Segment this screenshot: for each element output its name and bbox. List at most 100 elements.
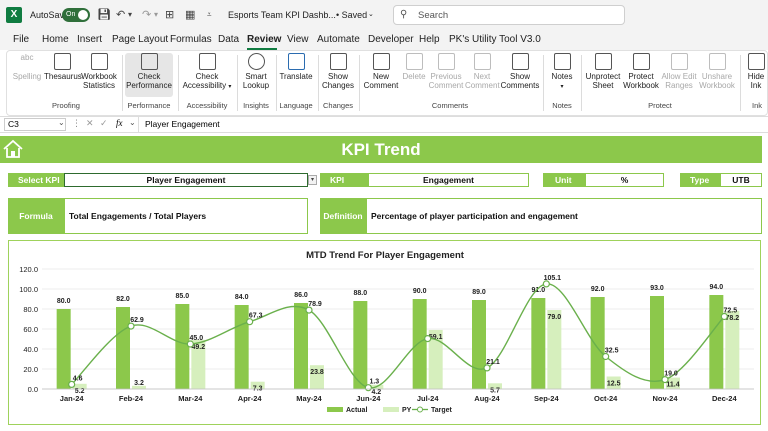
unprotect-sheet-button[interactable]: Unprotect Sheet <box>584 53 622 90</box>
translate-icon <box>287 53 305 70</box>
menu-data[interactable]: Data <box>218 34 240 45</box>
thesaurus-button[interactable]: Thesaurus <box>44 53 82 81</box>
customize-toolbar-icon[interactable]: ⩡ <box>207 10 212 19</box>
allow-edit-ranges-icon <box>670 53 688 70</box>
calendar-icon[interactable]: ▦ <box>185 9 196 21</box>
kpi-dropdown-arrow-icon[interactable]: ▾ <box>308 175 317 185</box>
notes-label: Notes <box>551 72 573 81</box>
x-tick-label: Nov-24 <box>652 394 678 403</box>
hide-ink-button[interactable]: Hide Ink <box>744 53 768 90</box>
protect-workbook-icon <box>632 53 650 70</box>
undo-icon[interactable]: ↶ <box>116 9 126 21</box>
hide-label: Hide <box>747 72 765 81</box>
group-insights: Insights <box>243 101 269 110</box>
workbook-statistics-button[interactable]: Workbook Statistics <box>80 53 118 90</box>
ribbon-separator <box>581 55 582 111</box>
allow-edit-ranges-button[interactable]: Allow Edit Ranges <box>660 53 698 90</box>
name-box[interactable]: C3 <box>4 118 66 131</box>
actual-data-label: 80.0 <box>57 298 71 305</box>
py-data-label: 12.5 <box>607 381 621 388</box>
menu-home[interactable]: Home <box>42 34 69 45</box>
menu-developer[interactable]: Developer <box>368 34 414 45</box>
more-options-icon[interactable]: ⋮ <box>72 118 81 128</box>
legend-swatch-actual <box>327 407 343 412</box>
menu-file[interactable]: File <box>13 34 30 45</box>
undo-dropdown-icon[interactable]: ▾ <box>128 10 133 19</box>
x-tick-label: Dec-24 <box>712 394 737 403</box>
lookup-label: Lookup <box>242 81 270 90</box>
check-accessibility-button[interactable]: Check Accessibility ▾ <box>181 53 233 92</box>
actual-data-label: 92.0 <box>591 286 605 293</box>
statistics-label: Statistics <box>82 81 115 90</box>
group-performance: Performance <box>127 101 171 110</box>
save-icon[interactable]: 💾︎ <box>97 9 111 21</box>
fx-dropdown-icon[interactable]: ⌄ <box>129 118 136 127</box>
menu-insert[interactable]: Insert <box>77 34 103 45</box>
spelling-button[interactable]: abc Spelling <box>10 53 44 81</box>
enter-icon[interactable]: ✓ <box>100 118 108 128</box>
group-accessibility: Accessibility <box>186 101 228 110</box>
group-proofing: Proofing <box>52 101 80 110</box>
translate-button[interactable]: Translate <box>278 53 314 81</box>
new-comment-button[interactable]: New Comment <box>362 53 400 90</box>
protect-workbook-button[interactable]: Protect Workbook <box>622 53 660 90</box>
menu-formulas[interactable]: Formulas <box>170 34 212 45</box>
menu-page-layout[interactable]: Page Layout <box>112 34 169 45</box>
saved-dropdown-icon[interactable]: ⌄ <box>368 11 374 18</box>
autosave-toggle[interactable]: On <box>62 8 90 22</box>
menu-view[interactable]: View <box>287 34 309 45</box>
previous-comment-icon <box>437 53 455 70</box>
py-bar <box>428 329 443 389</box>
spelling-label: Spelling <box>12 72 42 81</box>
actual-data-label: 86.0 <box>294 292 308 299</box>
redo-dropdown-icon[interactable]: ▾ <box>154 10 159 19</box>
notes-button[interactable]: Notes ▾ <box>546 53 578 92</box>
smart-label: Smart <box>245 72 267 81</box>
protect-label: Protect <box>628 72 654 81</box>
menu-review[interactable]: Review <box>247 34 282 45</box>
saved-status[interactable]: • Saved <box>336 10 368 20</box>
py-data-label: 5.7 <box>490 387 500 394</box>
select-kpi-dropdown[interactable]: Player Engagement <box>64 173 308 187</box>
actual-bar <box>590 297 605 389</box>
y-tick-label: 0.0 <box>28 385 38 394</box>
accessibility-dropdown-icon: ▾ <box>228 84 232 90</box>
kpi-title-banner <box>0 136 762 163</box>
statistics-icon <box>90 53 108 70</box>
py-bar <box>547 310 562 389</box>
insert-function-icon[interactable]: fx <box>116 118 123 128</box>
notes-dropdown-icon: ▾ <box>560 84 564 90</box>
redo-icon[interactable]: ↷ <box>142 9 152 21</box>
target-point <box>305 306 313 314</box>
cancel-icon[interactable]: ✕ <box>86 118 94 128</box>
formula-content[interactable]: Player Engagement <box>145 119 220 129</box>
x-tick-label: Aug-24 <box>474 394 500 403</box>
show-comments-button[interactable]: Show Comments <box>500 53 540 90</box>
x-tick-label: Jan-24 <box>60 394 85 403</box>
file-title[interactable]: Esports Team KPI Dashb... <box>228 10 336 20</box>
name-box-dropdown-icon[interactable]: ⌄ <box>58 118 65 127</box>
next-comment-button[interactable]: Next Comment <box>465 53 500 90</box>
show-changes-button[interactable]: Show Changes <box>320 53 356 90</box>
chart-container[interactable]: MTD Trend For Player Engagement 0.0 20.0 40… <box>8 240 761 425</box>
search-box[interactable]: ⚲ Search <box>393 5 625 25</box>
menu-automate[interactable]: Automate <box>317 34 360 45</box>
previous-comment-button[interactable]: Previous Comment <box>427 53 465 90</box>
delete-comment-button[interactable]: Delete <box>400 53 428 81</box>
smart-lookup-button[interactable]: Smart Lookup <box>240 53 272 90</box>
unshare-workbook-button[interactable]: Unshare Workbook <box>698 53 736 90</box>
x-tick-label: Apr-24 <box>238 394 263 403</box>
borders-icon[interactable]: ⊞ <box>165 9 175 21</box>
formula-value: Total Engagements / Total Players <box>64 198 308 234</box>
home-button[interactable] <box>0 136 26 163</box>
ribbon-separator <box>318 55 319 111</box>
legend-label-actual: Actual <box>346 407 367 414</box>
legend-swatch-py <box>383 407 399 412</box>
ribbon-separator <box>178 55 179 111</box>
menu-utility-tool[interactable]: PK's Utility Tool V3.0 <box>449 34 541 45</box>
unprotect-sheet-icon <box>594 53 612 70</box>
ranges-label: Ranges <box>665 81 693 90</box>
menu-help[interactable]: Help <box>419 34 440 45</box>
changes-icon <box>329 53 347 70</box>
check-performance-button[interactable]: Check Performance <box>125 53 173 97</box>
